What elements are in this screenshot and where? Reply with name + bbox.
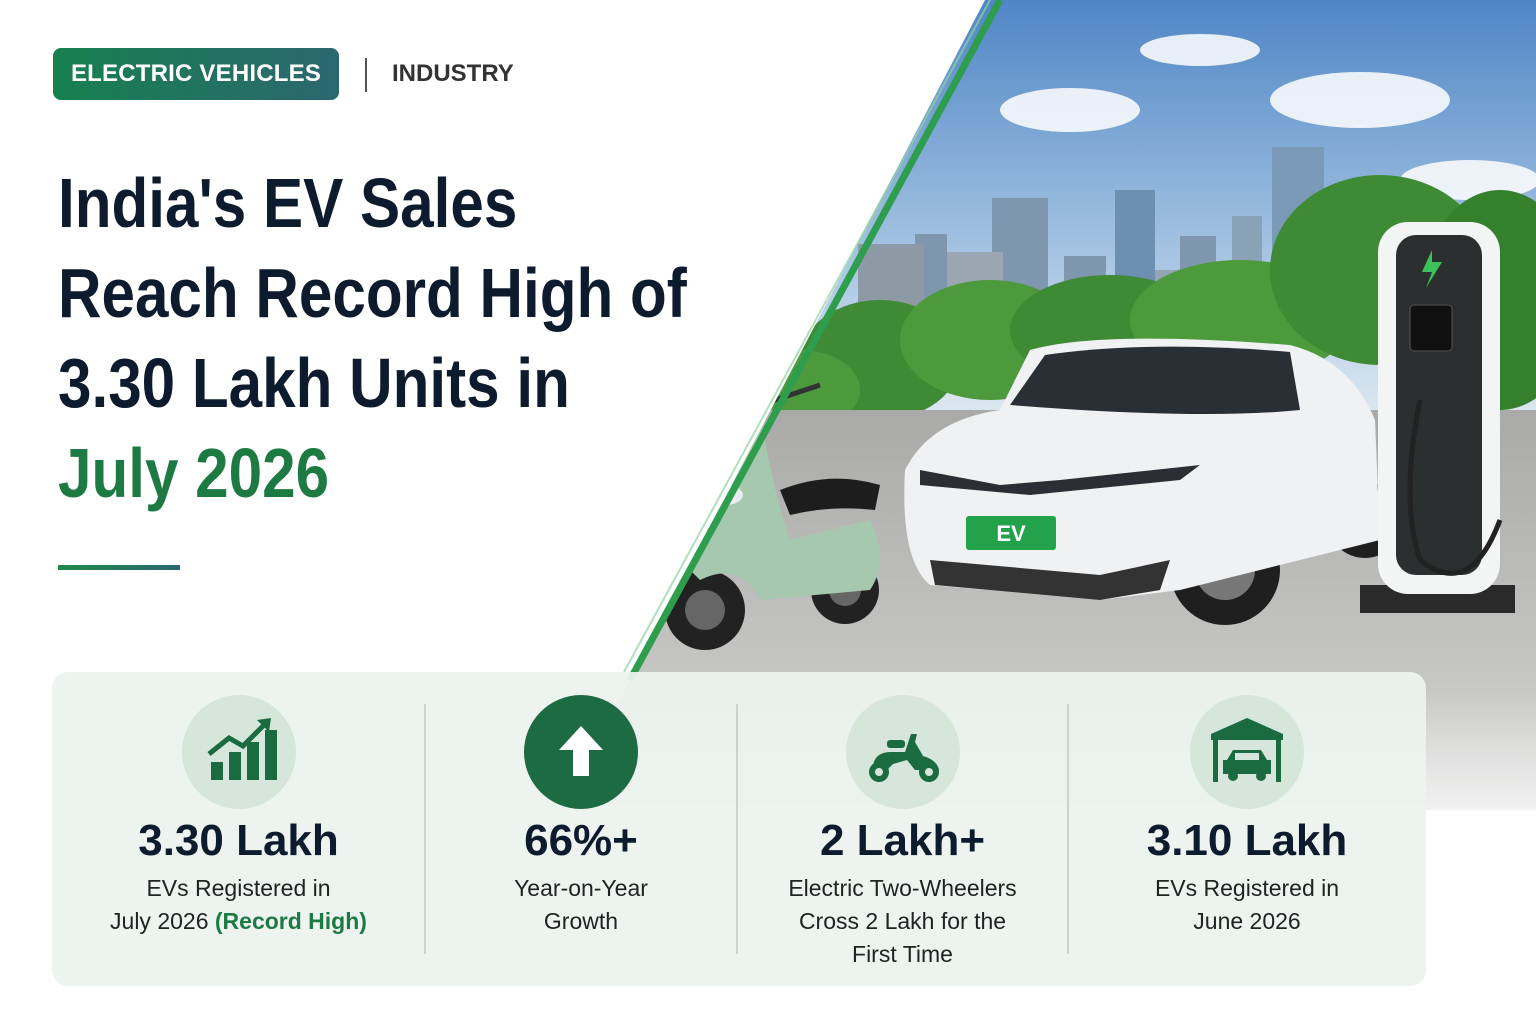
charger xyxy=(1360,222,1515,613)
stat-value: 3.30 Lakh xyxy=(138,816,339,865)
description-line: Growth xyxy=(543,908,619,934)
description-line: Year-on-Year xyxy=(514,875,648,901)
divider xyxy=(1067,704,1069,954)
stat-icon-part xyxy=(874,768,883,776)
scooter-part xyxy=(685,590,725,630)
stat-icon-part-part xyxy=(1213,740,1218,782)
description-line: EVs Registered in xyxy=(1154,875,1340,901)
stat-icon xyxy=(845,695,960,809)
stat-icon-part xyxy=(924,768,933,776)
stat-icon-part-part xyxy=(1276,740,1281,782)
plate: EV xyxy=(966,516,1056,550)
charger-part xyxy=(1422,250,1442,288)
stat-icon-part-part xyxy=(1228,771,1238,781)
stat-description: Year-on-Year Growth xyxy=(425,872,737,938)
charger-part xyxy=(1407,399,1503,576)
stat-icon-part xyxy=(256,718,271,732)
stat-icon-part xyxy=(559,726,603,776)
category: INDUSTRY xyxy=(392,60,514,87)
stat-icon-part-part xyxy=(210,762,223,780)
stat-icon-part-part xyxy=(886,740,905,748)
stat-description: EVs Registered in June 2026 xyxy=(1068,872,1426,938)
stat: 3.30 Lakh EVs Registered in July 2026 (Rec… xyxy=(52,672,425,986)
description-highlight: (Record High) xyxy=(214,908,367,934)
stat-description: Electric Two-Wheelers Cross 2 Lakh for th… xyxy=(737,872,1068,971)
stat-icon-part xyxy=(210,730,277,780)
stat: 66%+ Year-on-Year Growth xyxy=(425,672,737,986)
charger-part xyxy=(1396,235,1482,575)
description-line: Cross 2 Lakh for the xyxy=(798,908,1007,934)
stat-value: 3.10 Lakh xyxy=(1146,816,1348,865)
charger-part xyxy=(1409,304,1453,352)
stat-icon-part-part xyxy=(246,742,259,780)
stat-icon-part-part xyxy=(228,752,241,780)
headline-line: India's EV Sales xyxy=(58,164,518,242)
stat-value: 66%+ xyxy=(524,816,638,865)
green-stripe xyxy=(626,0,1004,682)
separator xyxy=(365,58,367,92)
plate-text: EV xyxy=(996,521,1026,546)
scene xyxy=(450,0,1536,870)
divider xyxy=(424,704,426,954)
divider xyxy=(736,704,738,954)
stat-icon-part-part xyxy=(872,734,939,770)
stat-icon xyxy=(524,695,638,809)
stat-icon xyxy=(1190,695,1304,809)
stat-icon-part-part xyxy=(1256,771,1266,781)
scooter-part xyxy=(780,478,880,515)
title-rule xyxy=(58,565,180,570)
description-line: EVs Registered in xyxy=(146,875,331,901)
stat-icon xyxy=(181,695,296,809)
headline-highlight: July 2026 xyxy=(58,434,330,512)
headline-line: Reach Record High of xyxy=(58,254,687,332)
stat-icon-part xyxy=(206,722,267,756)
clouds-part xyxy=(1270,72,1450,128)
clouds xyxy=(1000,34,1536,200)
stat-icon-part-part xyxy=(264,730,277,780)
clouds-part xyxy=(1140,34,1260,66)
description-line: June 2026 xyxy=(1193,908,1301,934)
stat: 2 Lakh+ Electric Two-Wheelers Cross 2 Lakh… xyxy=(737,672,1068,986)
headline-line: 3.30 Lakh Units in xyxy=(58,344,570,422)
car-part xyxy=(930,560,1170,600)
stat-icon-part-part xyxy=(1211,718,1283,740)
description-line: First Time xyxy=(852,941,953,967)
tag: ELECTRIC VEHICLES xyxy=(53,48,339,100)
stat: 3.10 Lakh EVs Registered in June 2026 xyxy=(1068,672,1426,986)
stripe-accent xyxy=(623,0,991,673)
car-part xyxy=(1010,346,1300,414)
plate-bg xyxy=(966,516,1056,550)
stat-icon-part xyxy=(1235,753,1259,760)
car-part xyxy=(920,465,1200,495)
stat-description: EVs Registered in July 2026 (Record High) xyxy=(52,872,425,938)
headline: India's EV Sales Reach Record High of 3.30… xyxy=(58,158,832,518)
clouds-part xyxy=(1000,88,1140,132)
description-line: July 2026 (Record High) xyxy=(110,908,367,934)
description-line: Electric Two-Wheelers xyxy=(788,875,1017,901)
stats-card: 3.30 Lakh EVs Registered in July 2026 (Rec… xyxy=(52,672,1426,986)
stat-value: 2 Lakh+ xyxy=(819,816,986,865)
